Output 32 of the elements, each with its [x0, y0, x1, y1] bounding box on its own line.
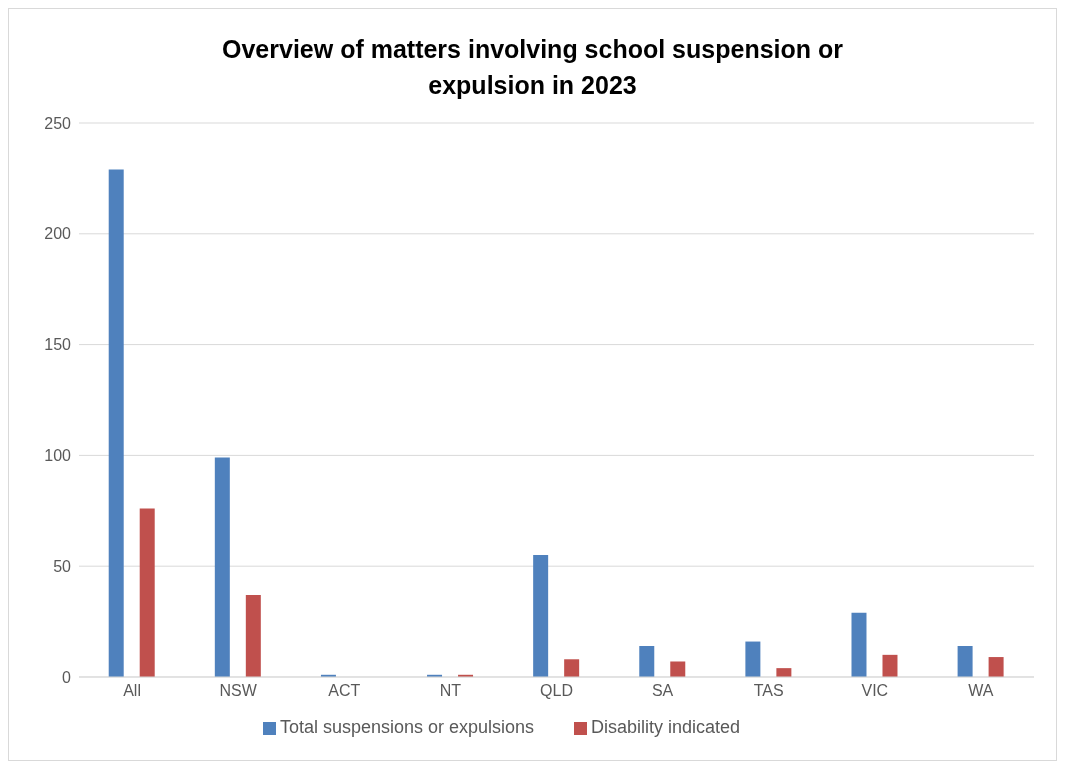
bar [108, 169, 124, 677]
x-tick-label: All [123, 682, 141, 700]
legend-label: Total suspensions or expulsions [279, 717, 535, 737]
y-tick-label: 250 [44, 114, 72, 132]
bar [639, 645, 655, 677]
y-tick-label: 200 [44, 225, 72, 243]
bar [745, 641, 761, 677]
bar [139, 508, 155, 677]
legend-label: Disability indicated [591, 717, 741, 737]
y-tick-label: 150 [44, 336, 72, 354]
x-tick-label: QLD [540, 682, 573, 700]
x-tick-label: NT [439, 682, 462, 700]
bar [957, 645, 973, 677]
bar [564, 659, 580, 677]
y-tick-label: 50 [53, 557, 72, 575]
bar [214, 457, 230, 677]
bar [882, 654, 898, 677]
x-tick-label: NSW [219, 682, 258, 700]
bar [988, 657, 1004, 677]
bar [851, 612, 867, 677]
x-tick-label: TAS [753, 682, 784, 700]
x-tick-label: SA [651, 682, 674, 700]
x-tick-label: ACT [328, 682, 361, 700]
y-tick-label: 100 [44, 447, 72, 465]
bar [533, 555, 549, 677]
x-tick-label: WA [968, 682, 994, 700]
bar [245, 595, 261, 677]
bar [670, 661, 686, 677]
chart-title: Overview of matters involving school suspension or expulsion in 2023 [221, 34, 844, 101]
bar [776, 668, 792, 677]
y-tick-label: 0 [62, 668, 72, 686]
x-tick-label: VIC [861, 682, 889, 700]
